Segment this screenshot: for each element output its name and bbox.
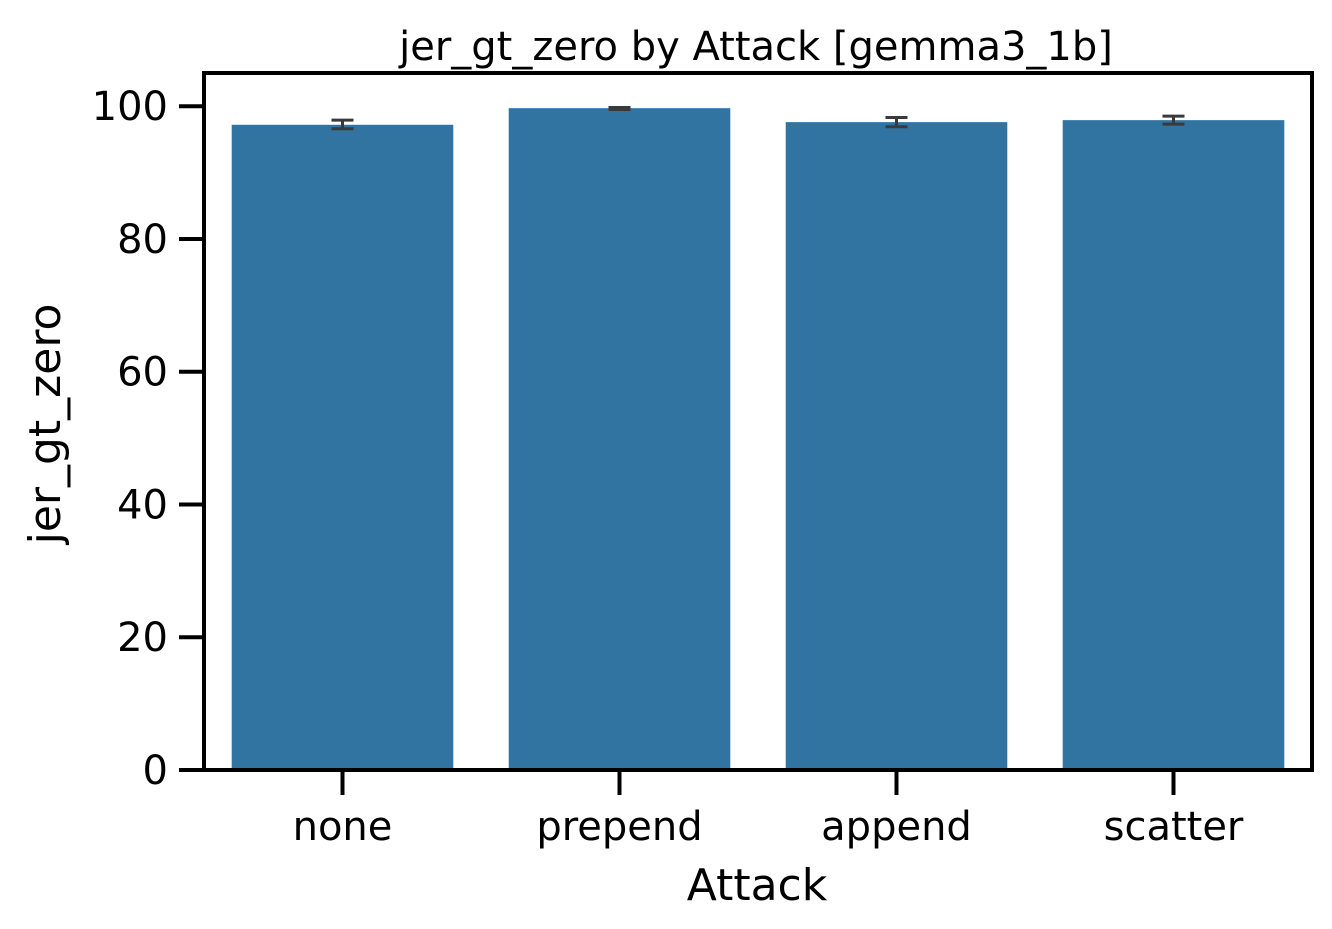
x-tick-label-append: append — [821, 804, 972, 850]
y-tick-label-100: 100 — [92, 84, 168, 130]
y-tick-label-40: 40 — [117, 482, 168, 528]
bar-append — [785, 122, 1008, 771]
chart-title: jer_gt_zero by Attack [gemma3_1b] — [398, 24, 1113, 70]
x-tick-label-prepend: prepend — [536, 804, 702, 850]
bar-prepend — [508, 108, 731, 771]
plot-frame — [202, 71, 1314, 772]
y-axis-label: jer_gt_zero — [20, 304, 71, 546]
x-tick-label-none: none — [293, 804, 393, 850]
bar-scatter — [1062, 120, 1285, 770]
x-axis-label: Attack — [687, 860, 828, 911]
y-axis: 0 20 40 60 80 100 — [92, 84, 204, 794]
x-tick-label-scatter: scatter — [1104, 804, 1244, 850]
x-axis: none prepend append scatter — [293, 770, 1244, 850]
bar-none — [231, 124, 454, 770]
y-tick-label-60: 60 — [117, 350, 168, 396]
y-tick-label-20: 20 — [117, 615, 168, 661]
y-tick-label-0: 0 — [143, 748, 168, 794]
bars-layer — [231, 108, 1285, 771]
error-bars-layer — [331, 106, 1185, 131]
y-tick-label-80: 80 — [117, 217, 168, 263]
